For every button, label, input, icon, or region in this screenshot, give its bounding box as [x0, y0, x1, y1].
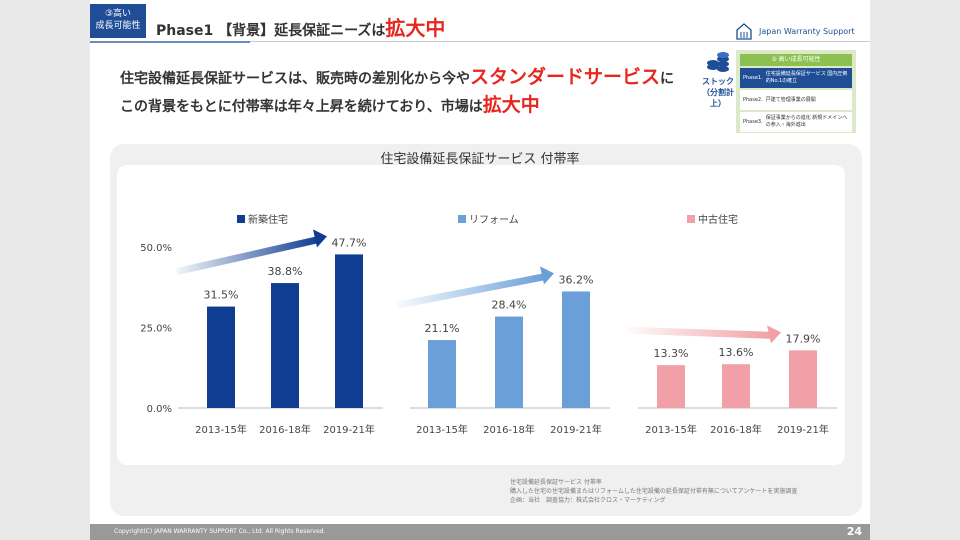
legend-swatch — [237, 215, 245, 223]
data-label: 28.4% — [492, 299, 527, 312]
title-emphasis: 拡大中 — [385, 16, 446, 40]
data-label: 13.3% — [654, 347, 689, 360]
slide: ③高い 成長可能性 Phase1 【背景】延長保証ニーズは拡大中 Japan Wa… — [90, 0, 870, 540]
y-tick-label: 50.0% — [140, 243, 172, 254]
phase-label: Phase2. — [743, 96, 763, 103]
bar — [722, 364, 750, 408]
x-tick-label: 2013-15年 — [645, 423, 697, 436]
trend-arrowhead — [767, 325, 781, 344]
legend-label: リフォーム — [469, 214, 519, 226]
legend-swatch — [687, 215, 695, 223]
data-label: 47.7% — [332, 236, 367, 249]
copyright: Copyright(C) JAPAN WARRANTY SUPPORT Co.,… — [114, 528, 326, 535]
lead-emphasis: スタンダードサービス — [470, 66, 661, 88]
x-tick-label: 2019-21年 — [777, 423, 829, 436]
trend-arrow — [176, 235, 320, 275]
badge-line: 成長可能性 — [95, 21, 141, 31]
phase-label: Phase1. — [743, 74, 763, 81]
data-label: 31.5% — [204, 289, 239, 302]
trend-arrow — [397, 272, 547, 309]
trend-arrow — [626, 326, 774, 339]
x-tick-label: 2013-15年 — [195, 423, 247, 436]
lead-text-part: に — [660, 71, 675, 87]
x-tick-label: 2016-18年 — [710, 423, 762, 436]
phase-header: ③ 高い成長可能性 — [740, 54, 852, 66]
legend-swatch — [458, 215, 466, 223]
stock-label-2: （分割計上） — [702, 88, 734, 108]
divider-accent — [90, 41, 250, 43]
source-note: 住宅設備延長保証サービス 付帯率購入した住宅の住宅設備またはリフォームした住宅設… — [510, 478, 797, 505]
data-label: 17.9% — [786, 332, 821, 345]
lead-emphasis: 拡大中 — [482, 94, 540, 116]
lead-text: 住宅設備延長保証サービスは、販売時の差別化から今やスタンダードサービスに この背… — [120, 64, 674, 120]
phase-text: 住宅設備延長保証サービス 国内圧倒的No.1の確立 — [765, 71, 848, 84]
data-label: 13.6% — [719, 346, 754, 359]
data-label: 36.2% — [559, 273, 594, 286]
phase-row: Phase1. 住宅設備延長保証サービス 国内圧倒的No.1の確立 — [740, 68, 852, 88]
note-line: 住宅設備延長保証サービス 付帯率 — [510, 479, 602, 486]
divider — [90, 41, 870, 42]
footer: Copyright(C) JAPAN WARRANTY SUPPORT Co.,… — [90, 524, 870, 540]
page-number: 24 — [846, 525, 862, 538]
bar — [207, 306, 235, 408]
phase-text: 戸建て管理事業の展開 — [765, 96, 816, 103]
brand-name: Japan Warranty Support — [759, 26, 855, 36]
phase-text: 保証事業からの進化 新規ドメインへの参入・海外進出 — [765, 115, 848, 128]
trend-arrowhead — [540, 266, 554, 285]
x-tick-label: 2016-18年 — [259, 423, 311, 436]
y-tick-label: 25.0% — [140, 324, 172, 335]
x-tick-label: 2013-15年 — [416, 423, 468, 436]
lead-text-part: 住宅設備延長保証サービスは、販売時の差別化から今や — [120, 71, 470, 87]
legend-label: 中古住宅 — [698, 213, 738, 226]
section-badge: ③高い成長可能性 — [90, 4, 146, 38]
phase-panel: ③ 高い成長可能性 Phase1. 住宅設備延長保証サービス 国内圧倒的No.1の… — [736, 50, 856, 133]
note-line: 購入した住宅の住宅設備またはリフォームした住宅設備の延長保証付帯有無についてアン… — [510, 488, 798, 495]
chart-title: 住宅設備延長保証サービス 付帯率 — [380, 152, 580, 167]
phase-row: Phase2. 戸建て管理事業の展開 — [740, 90, 852, 110]
trend-arrowhead — [313, 229, 327, 248]
bar — [335, 254, 363, 408]
stock-label-1: ストック — [702, 77, 734, 86]
badge-line: ③高い — [104, 9, 132, 19]
page-title: Phase1 【背景】延長保証ニーズは拡大中 — [156, 12, 445, 41]
phase-row: Phase3. 保証事業からの進化 新規ドメインへの参入・海外進出 — [740, 112, 852, 132]
house-icon — [736, 23, 752, 40]
bar — [428, 340, 456, 408]
bar — [271, 283, 299, 408]
stock-label: ストック （分割計上） — [698, 52, 738, 109]
legend-label: 新築住宅 — [248, 213, 288, 226]
x-tick-label: 2019-21年 — [323, 423, 375, 436]
brand-logo: Japan Warranty Support — [735, 22, 855, 40]
note-line: 企画：当社 調査協力：株式会社クロス・マーケティング — [510, 497, 666, 504]
y-tick-label: 0.0% — [147, 404, 172, 415]
x-tick-label: 2016-18年 — [483, 423, 535, 436]
data-label: 38.8% — [268, 265, 303, 278]
lead-text-part: この背景をもとに付帯率は年々上昇を続けており、市場は — [120, 99, 483, 115]
bar — [789, 350, 817, 408]
data-label: 21.1% — [425, 322, 460, 335]
bar — [657, 365, 685, 408]
x-tick-label: 2019-21年 — [550, 423, 602, 436]
title-main: Phase1 【背景】延長保証ニーズは — [156, 23, 386, 39]
phase-label: Phase3. — [743, 118, 763, 125]
coins-icon — [707, 52, 729, 72]
charts: 0.0% 25.0% 50.0% 新築住宅 31.5% 2013-15年 38.8% 2016… — [140, 213, 837, 436]
bar — [495, 316, 523, 408]
bar — [562, 291, 590, 408]
